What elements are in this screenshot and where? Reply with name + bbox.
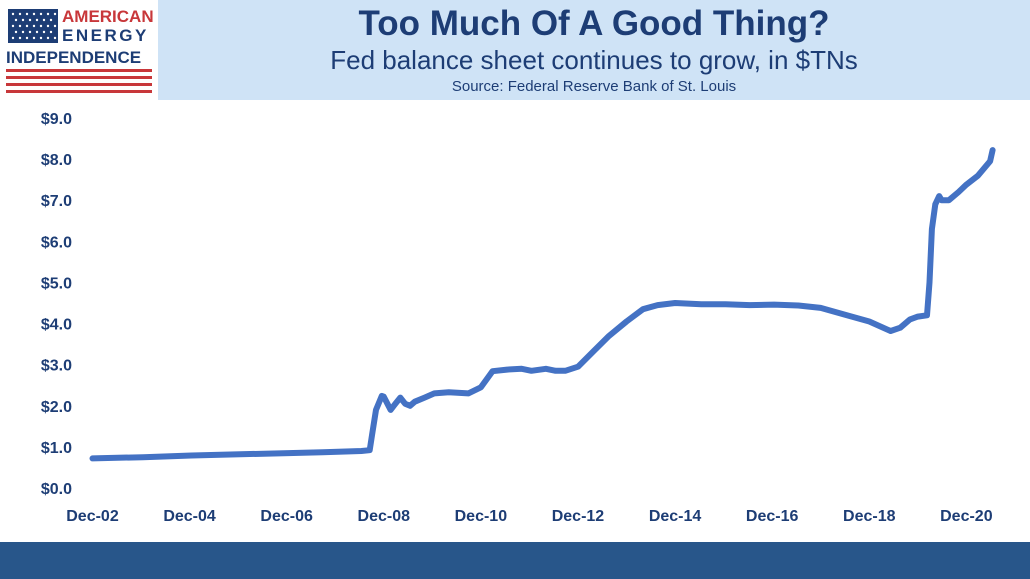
x-tick-label: Dec-02 (66, 508, 119, 525)
footer-bar (0, 542, 1030, 579)
x-tick-label: Dec-20 (940, 508, 993, 525)
x-tick-label: Dec-08 (358, 508, 411, 525)
flag-stripes-icon (6, 69, 152, 93)
logo-line3: INDEPENDENCE (6, 48, 141, 67)
y-tick-label: $7.0 (41, 193, 72, 210)
x-tick-label: Dec-10 (455, 508, 508, 525)
x-tick-label: Dec-18 (843, 508, 896, 525)
x-tick-label: Dec-12 (552, 508, 605, 525)
us-flag-icon (8, 9, 58, 43)
y-tick-label: $4.0 (41, 317, 72, 334)
logo: AMERICAN ENERGY INDEPENDENCE (0, 0, 158, 100)
x-axis: Dec-02 Dec-04 Dec-06 Dec-08 Dec-10 Dec-12 Dec-… (66, 508, 992, 525)
y-tick-label: $6.0 (41, 234, 72, 251)
y-tick-label: $8.0 (41, 152, 72, 169)
y-axis: $0.0 $1.0 $2.0 $3.0 $4.0 $5.0 $6.0 $7.0 $8.0 $9.0 (41, 111, 72, 498)
x-tick-label: Dec-04 (163, 508, 216, 525)
header-band (158, 0, 1030, 100)
logo-line1: AMERICAN (62, 7, 154, 26)
page-subtitle: Fed balance sheet continues to grow, in … (330, 45, 858, 75)
y-tick-label: $5.0 (41, 275, 72, 292)
y-tick-label: $0.0 (41, 481, 72, 498)
y-tick-label: $3.0 (41, 358, 72, 375)
chart: $0.0 $1.0 $2.0 $3.0 $4.0 $5.0 $6.0 $7.0 $8.0 $9.0… (41, 111, 996, 525)
x-tick-label: Dec-14 (649, 508, 702, 525)
source-note: Source: Federal Reserve Bank of St. Loui… (451, 78, 737, 95)
x-tick-label: Dec-16 (746, 508, 799, 525)
logo-line2: ENERGY (62, 26, 149, 45)
page-title: Too Much Of A Good Thing? (358, 4, 830, 43)
y-tick-label: $2.0 (41, 399, 72, 416)
y-tick-label: $1.0 (41, 440, 72, 457)
y-tick-label: $9.0 (41, 111, 72, 128)
x-tick-label: Dec-06 (260, 508, 313, 525)
series-line (89, 147, 996, 462)
